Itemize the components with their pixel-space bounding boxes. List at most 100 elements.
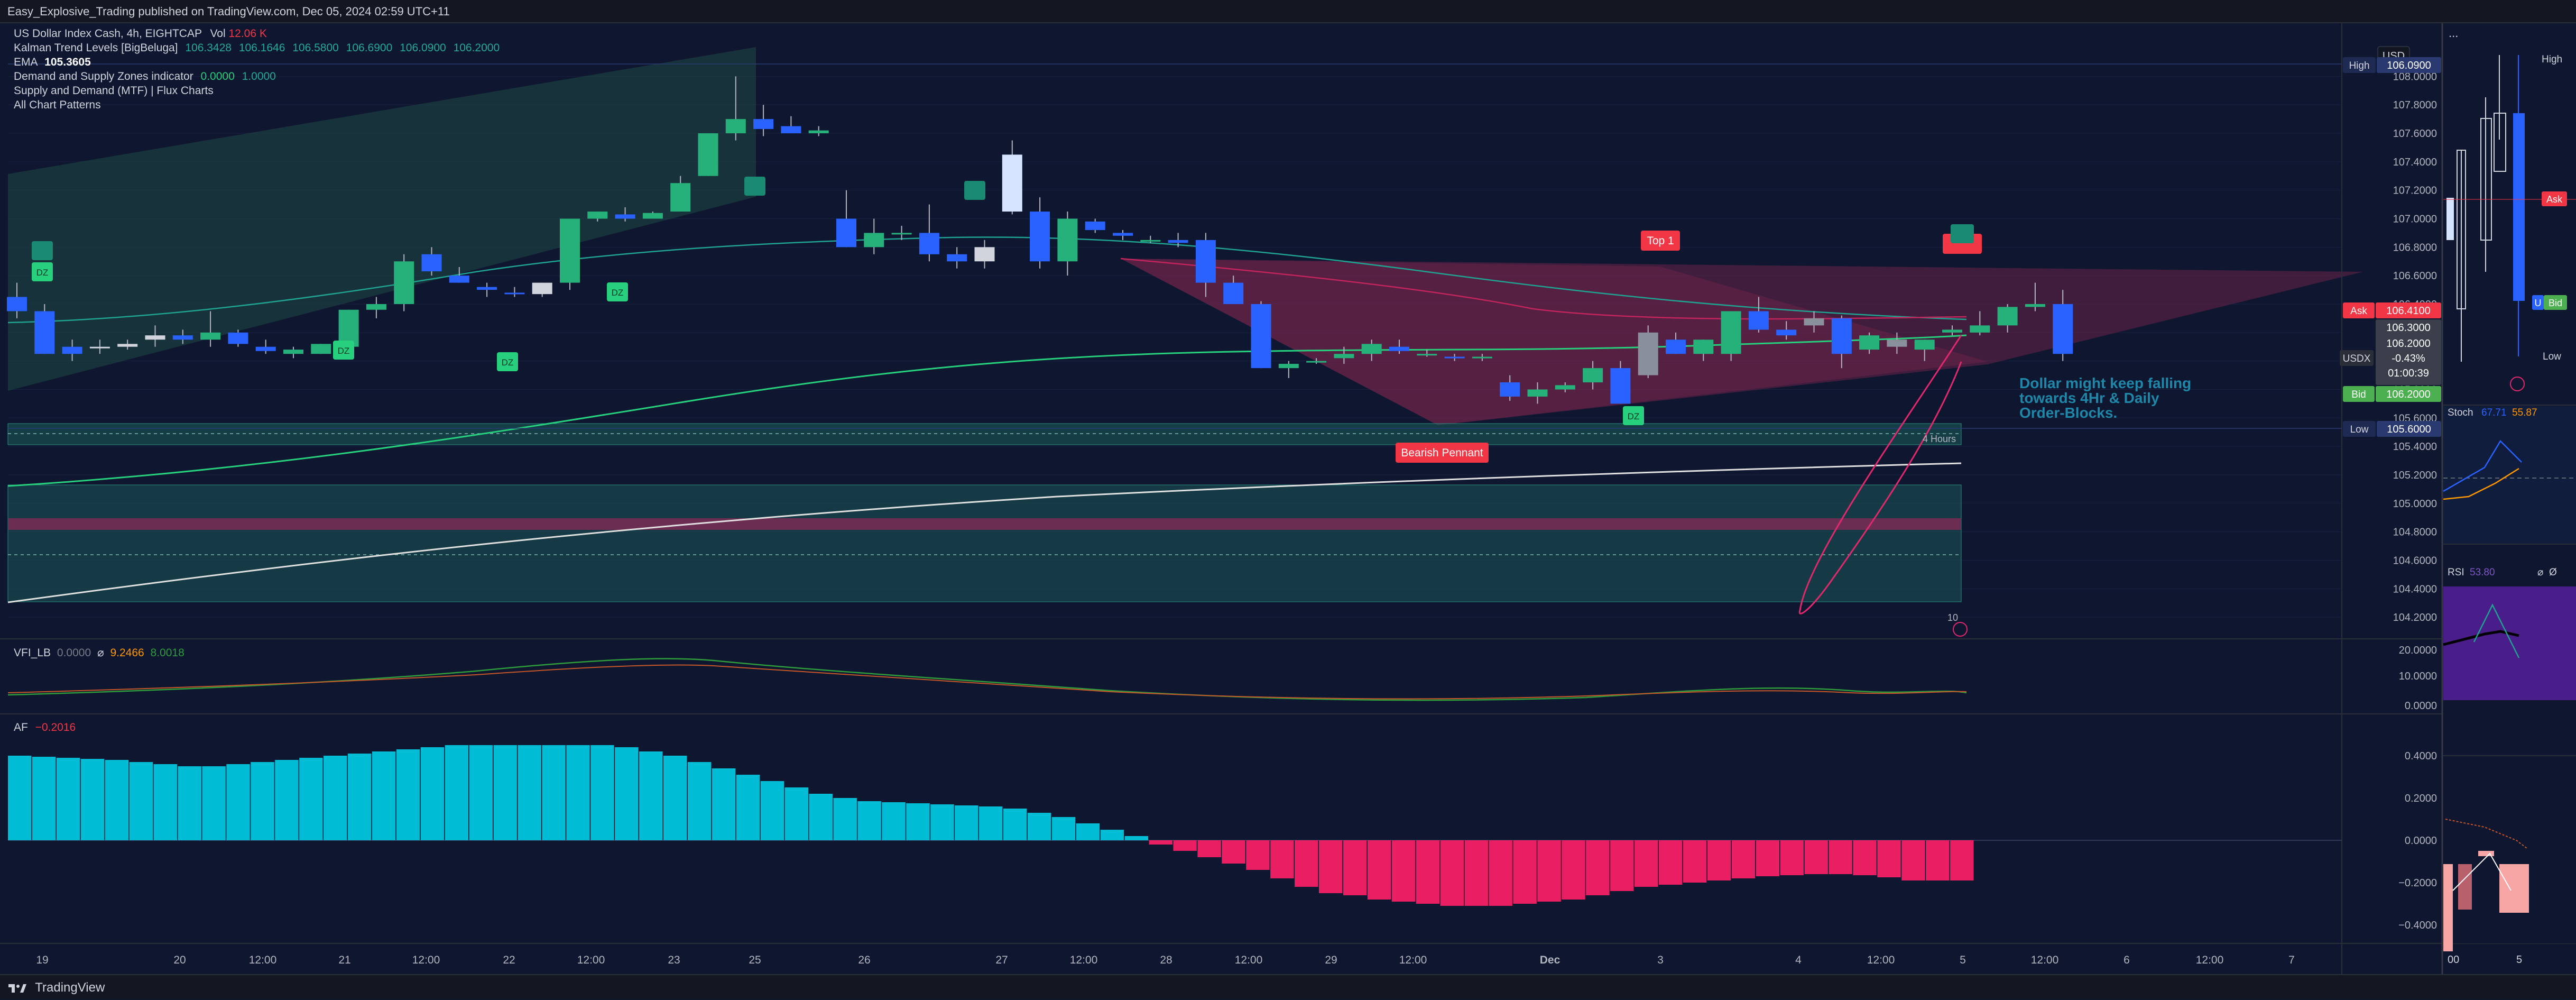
candle[interactable] [255,340,276,354]
candle[interactable] [1970,311,1990,336]
candle[interactable] [1914,340,1935,361]
candle[interactable] [1306,358,1327,364]
legend-ema-row[interactable]: EMA 105.3605 [14,55,500,69]
legend-acp-row[interactable]: All Chart Patterns [14,98,500,112]
candle[interactable] [587,212,608,222]
candle[interactable] [2025,282,2045,311]
candle[interactable] [753,105,774,136]
af-bar [1780,840,1804,875]
candle[interactable] [1721,311,1741,361]
legend-sd-row[interactable]: Supply and Demand (MTF) | Flux Charts [14,84,500,98]
candle[interactable] [1527,382,1548,404]
candle[interactable] [477,282,497,297]
candle[interactable] [449,267,469,283]
candle[interactable] [864,218,884,254]
candle[interactable] [698,133,718,176]
af-bar [1926,840,1950,880]
candle[interactable] [62,340,82,361]
candle[interactable] [1887,332,1907,354]
candle[interactable] [1030,197,1050,269]
main-chart-svg[interactable]: DZ DZ DZ DZ DZ Top 1 Bearish Pennant 4 Hours… [0,23,2576,974]
candle[interactable] [7,282,27,318]
candle[interactable] [1113,230,1133,240]
candle[interactable] [1168,233,1188,247]
candle[interactable] [974,240,995,269]
candle[interactable] [1278,361,1299,378]
candle[interactable] [560,218,580,290]
candle[interactable] [1831,315,1852,369]
rsi-icon[interactable]: ⌀ [2537,567,2543,578]
candle[interactable] [1804,311,1824,333]
candle[interactable] [891,225,912,240]
alert-icon[interactable] [1953,622,1968,637]
candle[interactable] [947,247,967,269]
legend-kalman-row[interactable]: Kalman Trend Levels [BigBeluga] 106.3428… [14,41,500,55]
candle[interactable] [34,304,55,354]
candle[interactable] [1417,350,1437,357]
candle[interactable] [1223,276,1244,304]
candle[interactable] [781,116,801,134]
candle[interactable] [836,190,856,247]
candle[interactable] [421,247,442,276]
candle[interactable] [311,344,331,354]
candle[interactable] [172,329,193,344]
candle[interactable] [117,340,138,350]
candle[interactable] [1859,332,1880,354]
candle[interactable] [1555,382,1575,392]
candle[interactable] [1251,301,1271,369]
candle[interactable] [1057,212,1078,276]
candle[interactable] [1583,361,1603,390]
candle[interactable] [1610,361,1631,404]
candle[interactable] [1776,321,1797,340]
candle[interactable] [1361,340,1382,361]
ten-label: 10 [1947,612,1958,623]
stoch-k: 67.71 [2481,407,2507,418]
candle[interactable] [504,287,525,297]
candle[interactable] [642,212,663,219]
candle[interactable] [1085,218,1105,233]
legend-symbol-row[interactable]: US Dollar Index Cash, 4h, EIGHTCAP Vol 1… [14,26,500,41]
candle[interactable] [2053,290,2073,361]
candle[interactable] [1389,340,1409,354]
candle[interactable] [615,207,635,222]
candle[interactable] [1140,235,1161,243]
candle[interactable] [1195,233,1216,297]
candle[interactable] [228,329,248,347]
candle[interactable] [670,176,691,212]
sd-label: Supply and Demand (MTF) | Flux Charts [14,85,214,97]
vfi-legend[interactable]: VFI_LB 0.0000 ⌀ 9.2466 8.0018 [14,646,184,659]
legend-dsz-row[interactable]: Demand and Supply Zones indicator 0.0000… [14,69,500,84]
side-alert-icon[interactable] [2510,377,2525,391]
candle[interactable] [1638,325,1658,378]
side-menu-dots[interactable]: ... [2449,26,2458,40]
af-bar [590,745,614,840]
candle[interactable] [1997,304,2018,333]
candle[interactable] [1500,375,1520,401]
candle[interactable] [1444,354,1465,361]
candle[interactable] [1942,325,1962,336]
candle[interactable] [200,311,221,347]
candle[interactable] [532,282,552,297]
af-legend[interactable]: AF −0.2016 [14,721,76,734]
candle[interactable] [1334,346,1354,364]
af-bar [1950,840,1974,880]
candle[interactable] [394,254,414,311]
candle[interactable] [1693,340,1714,361]
af-bar [1416,840,1440,904]
candle[interactable] [808,126,829,136]
chart-area[interactable]: DZ DZ DZ DZ DZ Top 1 Bearish Pennant 4 Hours… [0,23,2576,974]
candle[interactable] [725,76,746,141]
candle[interactable] [1666,332,1686,354]
candle[interactable] [283,346,303,359]
price-tick: 107.6000 [2393,128,2437,140]
candle[interactable] [1748,297,1769,333]
candle[interactable] [919,204,939,262]
af-bar [712,768,736,840]
candle[interactable] [145,325,165,347]
rsi-hide-icon[interactable]: Ø [2549,567,2557,578]
candle[interactable] [89,340,110,354]
candle[interactable] [366,297,386,318]
af-bar [80,759,105,840]
candle[interactable] [1002,140,1022,215]
candle[interactable] [1472,354,1492,361]
